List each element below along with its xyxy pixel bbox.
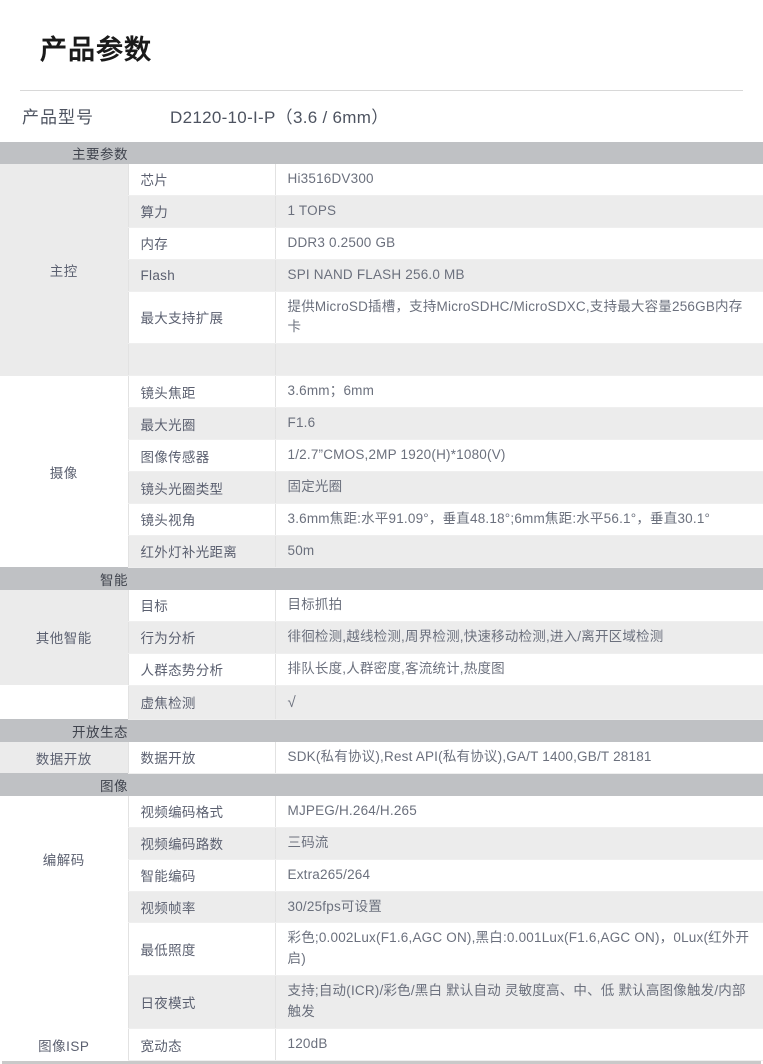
param-value: F1.6 bbox=[274, 407, 763, 441]
param-name: 行为分析 bbox=[127, 621, 275, 654]
param-value: 支持;自动(ICR)/彩色/黑白 默认自动 灵敏度高、中、低 默认高图像触发/内… bbox=[274, 975, 763, 1030]
table-row: 最大光圈 F1.6 bbox=[0, 407, 763, 441]
section-label: 主要参数 bbox=[0, 141, 128, 164]
param-value: SPI NAND FLASH 256.0 MB bbox=[274, 259, 763, 292]
param-name: 视频编码格式 bbox=[127, 795, 275, 828]
param-value: SDK(私有协议),Rest API(私有协议),GA/T 1400,GB/T … bbox=[274, 741, 763, 774]
group-label-empty bbox=[0, 685, 128, 720]
group-label-mcu: 主控 bbox=[0, 163, 128, 376]
product-model-row: 产品型号 D2120-10-I-P（3.6 / 6mm） bbox=[0, 91, 763, 142]
table-row: 主控 芯片 Hi3516DV300 bbox=[0, 163, 763, 376]
param-name: 最低照度 bbox=[127, 922, 275, 977]
param-name: 红外灯补光距离 bbox=[127, 535, 275, 568]
param-name: 最大支持扩展 bbox=[127, 291, 275, 345]
param-name: 镜头视角 bbox=[127, 503, 275, 536]
group-label-empty bbox=[0, 922, 128, 1029]
section-filler bbox=[275, 141, 763, 164]
table-row: 摄像 镜头焦距 3.6mm；6mm bbox=[0, 375, 763, 568]
title-divider bbox=[20, 89, 743, 91]
param-value: Hi3516DV300 bbox=[274, 163, 763, 196]
param-value: 提供MicroSD插槽，支持MicroSDHC/MicroSDXC,支持最大容量… bbox=[274, 291, 763, 345]
param-name: 目标 bbox=[127, 589, 275, 622]
table-row: 红外灯补光距离 50m bbox=[0, 535, 763, 568]
section-filler bbox=[128, 719, 275, 742]
table-row: Flash SPI NAND FLASH 256.0 MB bbox=[0, 259, 763, 292]
param-value: 三码流 bbox=[274, 827, 763, 860]
section-filler bbox=[128, 141, 275, 164]
param-name: 虚焦检测 bbox=[127, 685, 275, 720]
table-row: 图像传感器 1/2.7”CMOS,2MP 1920(H)*1080(V) bbox=[0, 439, 763, 473]
table-row: 人群态势分析 排队长度,人群密度,客流统计,热度图 bbox=[0, 653, 763, 686]
param-name-empty bbox=[127, 343, 275, 377]
param-value: 徘徊检测,越线检测,周界检测,快速移动检测,进入/离开区域检测 bbox=[274, 621, 763, 654]
param-value: 1 TOPS bbox=[274, 195, 763, 228]
table-row: 数据开放 数据开放 SDK(私有协议),Rest API(私有协议),GA/T … bbox=[0, 741, 763, 774]
param-name: Flash bbox=[127, 259, 275, 292]
param-name: 芯片 bbox=[127, 163, 275, 196]
param-value: 120dB bbox=[274, 1028, 763, 1062]
param-name: 内存 bbox=[127, 227, 275, 260]
param-name: 算力 bbox=[127, 195, 275, 228]
param-value: 目标抓拍 bbox=[274, 589, 763, 622]
param-value: 30/25fps可设置 bbox=[274, 891, 763, 924]
section-filler bbox=[128, 567, 275, 590]
param-name: 日夜模式 bbox=[127, 975, 275, 1030]
section-label: 开放生态 bbox=[0, 719, 128, 742]
param-value: 排队长度,人群密度,客流统计,热度图 bbox=[274, 653, 763, 686]
param-value: 3.6mm焦距:水平91.09°，垂直48.18°;6mm焦距:水平56.1°，… bbox=[274, 503, 763, 536]
section-filler bbox=[275, 773, 763, 796]
param-name: 人群态势分析 bbox=[127, 653, 275, 686]
section-header-image: 图像 bbox=[0, 773, 763, 796]
group-label-camera: 摄像 bbox=[0, 375, 128, 568]
section-filler bbox=[275, 719, 763, 742]
param-value: 50m bbox=[274, 535, 763, 568]
product-model-label: 产品型号 bbox=[22, 107, 94, 127]
param-name: 镜头焦距 bbox=[127, 375, 275, 409]
param-name: 最大光圈 bbox=[127, 407, 275, 441]
param-name: 数据开放 bbox=[127, 741, 275, 774]
section-header-open: 开放生态 bbox=[0, 719, 763, 742]
param-value: 彩色;0.002Lux(F1.6,AGC ON),黑白:0.001Lux(F1.… bbox=[274, 922, 763, 977]
param-value: √ bbox=[274, 685, 763, 720]
param-value: 1/2.7”CMOS,2MP 1920(H)*1080(V) bbox=[274, 439, 763, 473]
param-name: 智能编码 bbox=[127, 859, 275, 892]
page-title: 产品参数 bbox=[40, 35, 152, 66]
param-name: 镜头光圈类型 bbox=[127, 471, 275, 504]
param-value: DDR3 0.2500 GB bbox=[274, 227, 763, 260]
section-label: 图像 bbox=[0, 773, 128, 796]
param-value: 固定光圈 bbox=[274, 471, 763, 504]
table-row: 编解码 视频编码格式 MJPEG/H.264/H.265 bbox=[0, 795, 763, 923]
param-value: MJPEG/H.264/H.265 bbox=[274, 795, 763, 828]
param-value: 3.6mm；6mm bbox=[274, 375, 763, 409]
product-model-value: D2120-10-I-P（3.6 / 6mm） bbox=[170, 107, 389, 127]
param-value: Extra265/264 bbox=[274, 859, 763, 892]
param-name: 图像传感器 bbox=[127, 439, 275, 473]
table-row: 内存 DDR3 0.2500 GB bbox=[0, 227, 763, 260]
table-row: 行为分析 徘徊检测,越线检测,周界检测,快速移动检测,进入/离开区域检测 bbox=[0, 621, 763, 654]
section-header-main: 主要参数 bbox=[0, 141, 763, 164]
group-label-codec: 编解码 bbox=[0, 795, 128, 923]
section-filler bbox=[275, 567, 763, 590]
table-row: 虚焦检测 √ bbox=[0, 685, 763, 720]
table-row: 图像ISP 宽动态 120dB bbox=[0, 1028, 763, 1062]
group-label-other-smart: 其他智能 bbox=[0, 589, 128, 686]
section-filler bbox=[128, 773, 275, 796]
table-row-spacer bbox=[0, 343, 763, 377]
table-row: 镜头光圈类型 固定光圈 bbox=[0, 471, 763, 504]
group-label-isp: 图像ISP bbox=[0, 1028, 128, 1061]
param-name: 宽动态 bbox=[127, 1028, 275, 1062]
section-label: 智能 bbox=[0, 567, 128, 590]
specification-table: 主要参数 主控 芯片 Hi3516DV300 算力 1 TOPS 内存 DDR3… bbox=[0, 141, 763, 1062]
table-row: 算力 1 TOPS bbox=[0, 195, 763, 228]
section-header-smart: 智能 bbox=[0, 567, 763, 590]
table-row: 镜头视角 3.6mm焦距:水平91.09°，垂直48.18°;6mm焦距:水平5… bbox=[0, 503, 763, 536]
table-row: 最低照度 彩色;0.002Lux(F1.6,AGC ON),黑白:0.001Lu… bbox=[0, 922, 763, 1029]
param-name: 视频帧率 bbox=[127, 891, 275, 924]
group-label-data-open: 数据开放 bbox=[0, 741, 128, 774]
param-value-empty bbox=[274, 343, 763, 377]
param-name: 视频编码路数 bbox=[127, 827, 275, 860]
table-row: 其他智能 目标 目标抓拍 bbox=[0, 589, 763, 686]
table-row: 最大支持扩展 提供MicroSD插槽，支持MicroSDHC/MicroSDXC… bbox=[0, 291, 763, 345]
product-spec-page: 产品参数 产品型号 D2120-10-I-P（3.6 / 6mm） 主要参数 主… bbox=[0, 18, 763, 1064]
